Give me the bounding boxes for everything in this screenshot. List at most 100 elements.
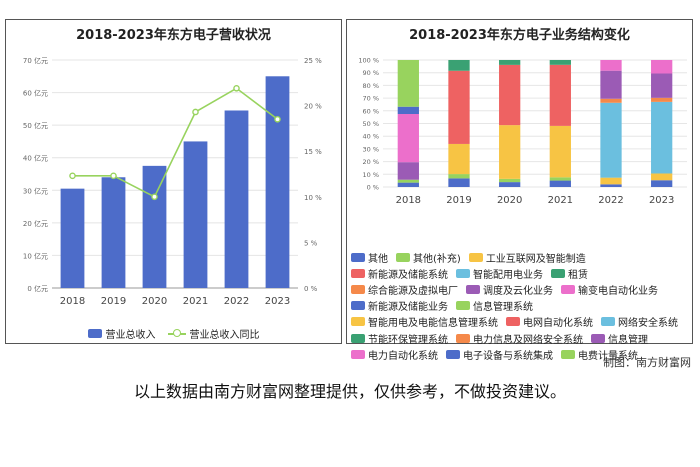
stack-segment bbox=[448, 143, 470, 175]
disclaimer-note: 以上数据由南方财富网整理提供，仅供参考，不做投资建议。 bbox=[133, 382, 566, 401]
legend-item[interactable]: 电子设备与系统集成 bbox=[446, 347, 553, 362]
stack-segment bbox=[397, 60, 419, 107]
y-tick-label: 70 % bbox=[362, 95, 379, 103]
legend-item[interactable]: 其他 bbox=[351, 250, 388, 265]
stack-segment bbox=[600, 177, 622, 185]
legend-swatch bbox=[396, 252, 410, 262]
revenue-bar bbox=[142, 165, 167, 288]
stack-segment bbox=[499, 64, 521, 126]
legend-item[interactable]: 新能源及储能系统 bbox=[351, 266, 448, 281]
stack-segment bbox=[397, 114, 419, 163]
chart-maker-credit: 制图：南方财富网 bbox=[603, 356, 691, 369]
stack-segment bbox=[651, 173, 673, 181]
legend-swatch bbox=[351, 284, 365, 294]
legend-item[interactable]: 智能配用电业务 bbox=[456, 266, 543, 281]
legend-item[interactable]: 调度及云化业务 bbox=[466, 282, 553, 297]
x-tick-label: 2023 bbox=[265, 296, 290, 307]
legend-swatch bbox=[351, 333, 365, 343]
legend-item-growth[interactable]: 营业总收入同比 bbox=[167, 326, 260, 341]
stack-segment bbox=[499, 178, 521, 183]
y-tick-label: 20 % bbox=[362, 158, 379, 166]
legend-item[interactable]: 新能源及储能业务 bbox=[351, 298, 448, 313]
legend-label: 智能配用电业务 bbox=[473, 269, 543, 281]
y-right-tick-label: 25 % bbox=[304, 57, 322, 65]
revenue-bar bbox=[224, 110, 249, 288]
legend-swatch-growth bbox=[167, 328, 186, 339]
stack-segment bbox=[397, 162, 419, 180]
legend-swatch bbox=[351, 349, 365, 359]
x-tick-label: 2021 bbox=[548, 195, 573, 206]
y-left-tick-label: 0 亿元 bbox=[27, 284, 48, 293]
legend-label: 电子设备与系统集成 bbox=[463, 350, 553, 362]
stack-segment bbox=[397, 182, 419, 187]
legend-swatch bbox=[601, 317, 615, 327]
stack-segment bbox=[499, 60, 521, 65]
y-left-tick-label: 10 亿元 bbox=[23, 251, 48, 260]
legend-item[interactable]: 电网自动化系统 bbox=[506, 314, 593, 329]
legend-swatch bbox=[351, 252, 365, 262]
legend-label: 电网自动化系统 bbox=[523, 318, 593, 330]
legend-item[interactable]: 其他(补充) bbox=[396, 250, 461, 265]
revenue-legend: 营业总收入 营业总收入同比 bbox=[6, 326, 341, 341]
growth-point bbox=[192, 108, 199, 116]
legend-item[interactable]: 网络安全系统 bbox=[601, 314, 678, 329]
structure-chart-title: 2018-2023年东方电子业务结构变化 bbox=[409, 28, 630, 43]
legend-item[interactable]: 节能环保管理系统 bbox=[351, 331, 448, 346]
legend-item[interactable]: 电力信息及网络安全系统 bbox=[456, 331, 583, 346]
y-left-tick-label: 70 亿元 bbox=[23, 56, 48, 65]
legend-swatch bbox=[591, 333, 605, 343]
stack-segment bbox=[600, 184, 622, 187]
legend-label: 电力信息及网络安全系统 bbox=[473, 334, 583, 346]
x-tick-label: 2021 bbox=[183, 296, 208, 307]
legend-item[interactable]: 电费计量系统 bbox=[561, 347, 638, 362]
structure-chart-panel: 2018-2023年东方电子业务结构变化 0 % 10 % 20 % 30 % 40 %… bbox=[346, 19, 693, 362]
y-left-tick-label: 20 亿元 bbox=[23, 219, 48, 228]
stack-segment bbox=[549, 180, 571, 187]
x-tick-label: 2022 bbox=[224, 296, 249, 307]
legend-swatch bbox=[456, 333, 470, 343]
legend-label: 电力自动化系统 bbox=[368, 350, 438, 362]
stack-segment bbox=[651, 180, 673, 187]
y-left-tick-label: 60 亿元 bbox=[23, 89, 48, 98]
legend-item[interactable]: 智能用电及电能信息管理系统 bbox=[351, 314, 498, 329]
y-left-tick-label: 30 亿元 bbox=[23, 186, 48, 195]
legend-label: 智能用电及电能信息管理系统 bbox=[368, 318, 498, 330]
legend-item[interactable]: 综合能源及虚拟电厂 bbox=[351, 282, 458, 297]
stack-segment bbox=[600, 102, 622, 178]
y-tick-label: 60 % bbox=[362, 107, 379, 115]
stack-segment bbox=[448, 70, 470, 144]
stack-segment bbox=[651, 97, 673, 102]
y-left-tick-label: 40 亿元 bbox=[23, 154, 48, 163]
stack-segment bbox=[651, 101, 673, 174]
legend-item[interactable]: 输变电自动化业务 bbox=[561, 282, 658, 297]
growth-point bbox=[274, 115, 281, 123]
legend-item[interactable]: 信息管理系统 bbox=[456, 298, 533, 313]
x-tick-label: 2018 bbox=[396, 195, 421, 206]
legend-item-revenue[interactable]: 营业总收入 bbox=[87, 326, 156, 341]
stack-segment bbox=[448, 60, 470, 71]
growth-point bbox=[69, 172, 76, 180]
legend-label: 网络安全系统 bbox=[618, 318, 678, 330]
y-right-tick-label: 0 % bbox=[304, 285, 318, 293]
legend-item[interactable]: 租赁 bbox=[551, 266, 588, 281]
stack-segment bbox=[549, 177, 571, 181]
stack-segment bbox=[448, 174, 470, 179]
legend-label: 租赁 bbox=[568, 269, 588, 281]
y-tick-label: 90 % bbox=[362, 69, 379, 77]
legend-item[interactable]: 电力自动化系统 bbox=[351, 347, 438, 362]
legend-row: 电力自动化系统 电子设备与系统集成 电费计量系统 bbox=[351, 346, 691, 362]
legend-label: 信息管理 bbox=[608, 334, 648, 346]
legend-label: 新能源及储能业务 bbox=[368, 302, 448, 314]
legend-label: 综合能源及虚拟电厂 bbox=[368, 285, 458, 297]
legend-item[interactable]: 信息管理 bbox=[591, 331, 648, 346]
legend-label-revenue: 营业总收入 bbox=[105, 330, 156, 341]
legend-row: 智能用电及电能信息管理系统 电网自动化系统 网络安全系统 bbox=[351, 314, 691, 330]
structure-legend: 其他 其他(补充) 工业互联网及智能制造新能源及储能系统 智能配用电业务 租赁综合能源及… bbox=[351, 249, 691, 362]
y-right-tick-label: 5 % bbox=[304, 239, 318, 247]
x-tick-label: 2022 bbox=[598, 195, 623, 206]
legend-item[interactable]: 工业互联网及智能制造 bbox=[468, 250, 586, 265]
growth-point bbox=[151, 193, 158, 201]
legend-swatch bbox=[561, 284, 575, 294]
stack-segment bbox=[549, 125, 571, 178]
legend-swatch bbox=[351, 268, 365, 278]
